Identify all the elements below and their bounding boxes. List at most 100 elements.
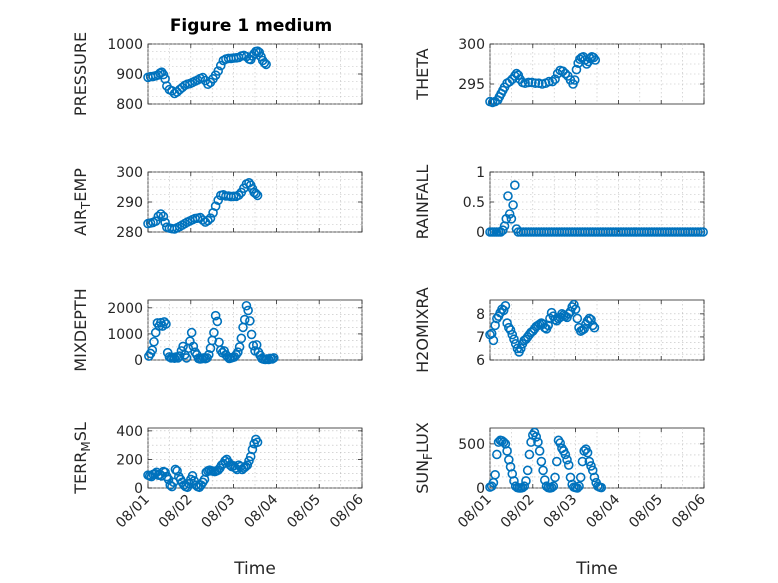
y-axis-label-part: PRESSURE [71, 32, 90, 116]
data-point [169, 353, 180, 363]
data-series [143, 46, 271, 99]
data-point [536, 456, 547, 467]
data-point [555, 438, 565, 448]
data-point [531, 432, 542, 442]
data-point [588, 52, 599, 63]
y-tick-label: 290 [116, 195, 143, 211]
y-tick-label: 6 [476, 353, 485, 369]
data-point [210, 201, 221, 211]
y-tick-label: 1000 [107, 37, 143, 53]
data-point [504, 209, 515, 219]
data-point [586, 461, 596, 471]
data-point [203, 215, 213, 226]
y-tick-label: 2000 [107, 301, 143, 317]
x-axis-label: Time [233, 559, 276, 579]
data-point [550, 472, 560, 483]
data-point [161, 319, 171, 329]
y-axis-label-part: THETA [413, 48, 432, 100]
data-point [557, 66, 568, 76]
data-point [234, 342, 245, 352]
data-point [503, 191, 513, 201]
data-point [589, 322, 600, 333]
y-tick-label: 7 [476, 330, 485, 346]
y-axis-label-part: LUX [413, 422, 432, 453]
data-point [533, 437, 543, 447]
y-axis-label-part: SL [71, 422, 90, 441]
data-point [569, 75, 580, 85]
y-tick-label: 200 [116, 452, 143, 468]
data-point [209, 327, 219, 338]
x-axis-label: Time [575, 559, 618, 579]
data-point [510, 180, 520, 190]
data-point [181, 353, 192, 363]
data-point [590, 55, 601, 65]
data-series [144, 300, 279, 365]
data-point [215, 60, 226, 71]
data-point [172, 466, 182, 476]
data-point [546, 482, 557, 493]
data-point [548, 481, 559, 492]
data-point [589, 472, 600, 483]
subplot-mixdepth: 0 1000 2000 MIXDEPTH [71, 288, 363, 372]
y-axis-label: RAINFALL [413, 165, 432, 240]
subplot-theta: 295 300 THETA [413, 37, 705, 108]
data-point [498, 305, 509, 316]
data-point [544, 76, 554, 87]
data-point [522, 465, 533, 476]
data-point [524, 449, 535, 460]
data-point [236, 333, 247, 344]
subplot-rainfall: 0 0.5 1 RAINFALL [413, 165, 708, 241]
data-point [205, 213, 216, 223]
data-point [488, 335, 499, 346]
subplot-h2omixra: 6 7 8 H2OMIXRA [413, 287, 705, 373]
data-point [150, 216, 161, 226]
data-point [244, 456, 254, 466]
y-tick-label: 0 [476, 225, 485, 241]
data-point [184, 478, 194, 489]
data-point [550, 74, 560, 84]
data-point [538, 465, 548, 476]
data-point [188, 341, 199, 352]
y-axis-label-part: EMP [71, 168, 90, 202]
data-point [523, 77, 534, 88]
data-series [485, 180, 708, 237]
data-point [246, 329, 257, 340]
y-tick-label: 300 [458, 37, 485, 53]
y-tick-label: 0.5 [463, 195, 485, 211]
data-point [233, 190, 244, 200]
y-tick-label: 0 [476, 481, 485, 497]
y-axis-label-part: H2OMIXRA [413, 287, 432, 373]
data-point [505, 325, 516, 335]
data-point [243, 305, 253, 316]
data-point [502, 446, 512, 456]
data-point [233, 347, 243, 357]
y-axis-label: PRESSURE [71, 32, 90, 116]
data-point [574, 481, 584, 492]
y-tick-label: 900 [116, 67, 143, 83]
y-tick-label: 0 [134, 353, 143, 369]
y-axis-label: THETA [413, 48, 432, 100]
axes-box [489, 43, 705, 105]
data-point [247, 444, 258, 455]
data-point [570, 304, 581, 315]
data-point [252, 437, 263, 448]
data-point [251, 188, 261, 199]
data-point [210, 310, 221, 321]
data-point [212, 316, 223, 327]
figure-title: Figure 1 medium [170, 16, 332, 36]
data-point [571, 64, 582, 75]
y-axis-label-part: M [79, 441, 93, 451]
data-point [579, 324, 589, 334]
data-point [504, 76, 515, 87]
data-point [521, 476, 531, 486]
y-tick-label: 1000 [107, 327, 143, 343]
y-tick-label: 800 [116, 97, 143, 113]
data-point [575, 472, 586, 483]
data-point [213, 66, 223, 76]
y-axis-label-part: TERR [71, 452, 90, 495]
data-point [560, 449, 571, 460]
data-point [577, 456, 588, 467]
data-point [572, 313, 583, 324]
